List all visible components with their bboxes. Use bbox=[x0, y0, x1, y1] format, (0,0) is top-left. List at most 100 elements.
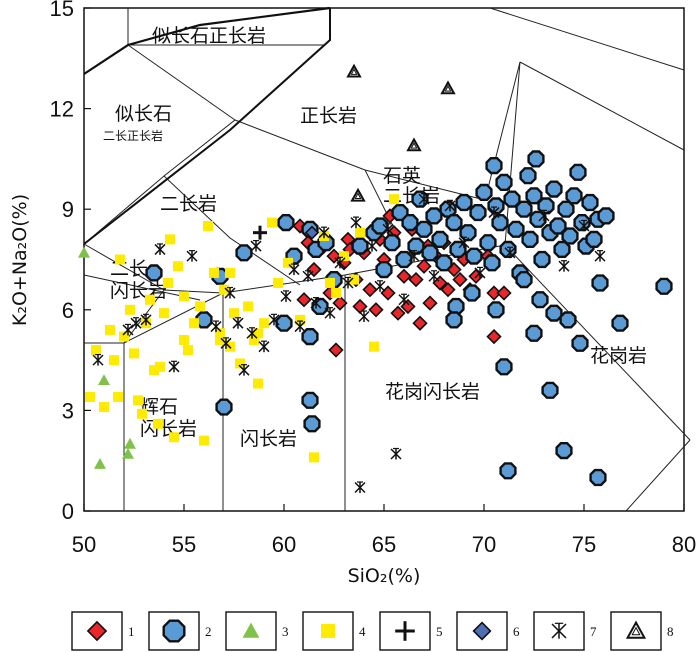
data-point bbox=[179, 334, 189, 345]
boundary-line bbox=[504, 244, 691, 441]
alkaline-boundary bbox=[83, 6, 331, 75]
field-label-foid-monzosyenite-small: 二长正长岩 bbox=[103, 128, 163, 143]
legend-marker bbox=[625, 620, 647, 639]
data-point bbox=[267, 217, 277, 228]
y-tick-label: 9 bbox=[62, 197, 74, 222]
data-point bbox=[519, 167, 537, 185]
data-point bbox=[504, 246, 516, 259]
data-point bbox=[382, 223, 394, 235]
data-point bbox=[585, 230, 603, 249]
data-point bbox=[78, 246, 90, 258]
x-tick-label: 80 bbox=[672, 532, 696, 557]
data-point bbox=[362, 282, 378, 298]
data-point bbox=[395, 250, 413, 269]
data-point bbox=[94, 458, 106, 469]
data-point bbox=[487, 301, 505, 319]
data-point bbox=[140, 313, 152, 326]
boundary-line bbox=[83, 175, 301, 286]
data-point bbox=[215, 398, 233, 416]
y-tick-label: 3 bbox=[62, 398, 74, 423]
data-point bbox=[594, 250, 606, 262]
data-point bbox=[163, 277, 173, 288]
data-point bbox=[531, 291, 549, 309]
data-point bbox=[235, 358, 245, 369]
boundary-line bbox=[127, 44, 236, 121]
field-label-diorite: 闪长岩 bbox=[240, 428, 297, 450]
data-point bbox=[294, 320, 306, 333]
data-point bbox=[366, 239, 378, 252]
x-tick-label: 50 bbox=[72, 532, 96, 557]
data-point bbox=[122, 447, 134, 459]
data-point bbox=[296, 292, 312, 308]
data-point bbox=[113, 391, 123, 402]
data-point bbox=[569, 163, 587, 181]
data-point bbox=[445, 311, 463, 329]
data-point bbox=[195, 301, 205, 312]
data-point bbox=[495, 173, 513, 192]
field-label-granite: 花岗岩 bbox=[590, 345, 647, 367]
y-tick-label: 12 bbox=[50, 97, 74, 122]
data-point bbox=[558, 260, 570, 272]
data-point bbox=[304, 225, 320, 240]
data-point bbox=[332, 295, 348, 311]
data-point bbox=[597, 207, 615, 225]
data-point bbox=[487, 197, 505, 215]
data-point bbox=[301, 328, 319, 346]
field-label-gabbrodiorite-1: 辉石 bbox=[140, 396, 178, 418]
data-point bbox=[589, 468, 607, 487]
data-point bbox=[92, 354, 104, 366]
data-point bbox=[125, 304, 135, 315]
legend-marker bbox=[86, 620, 108, 642]
data-point bbox=[452, 271, 468, 288]
data-point bbox=[129, 348, 139, 359]
data-point bbox=[275, 314, 293, 332]
data-point bbox=[368, 302, 384, 318]
data-point bbox=[401, 213, 419, 232]
x-axis-label: SiO₂(%) bbox=[348, 565, 421, 587]
legend-label: 5 bbox=[436, 624, 443, 639]
boundary-line bbox=[484, 61, 521, 201]
data-point bbox=[611, 314, 629, 332]
data-point bbox=[355, 227, 365, 238]
field-label-granodiorite: 花岗闪长岩 bbox=[385, 381, 480, 403]
data-point bbox=[463, 284, 481, 302]
data-point bbox=[458, 236, 470, 249]
data-point bbox=[408, 250, 420, 262]
data-point bbox=[396, 268, 412, 284]
boundary-line bbox=[489, 7, 685, 71]
data-point bbox=[533, 250, 551, 269]
legend-marker bbox=[551, 622, 567, 639]
data-point bbox=[199, 435, 209, 446]
data-point bbox=[342, 276, 354, 289]
data-point bbox=[486, 328, 502, 345]
x-axis-ticks: 50 55 60 65 70 75 80 bbox=[72, 504, 696, 557]
field-label-syenite: 正长岩 bbox=[300, 105, 357, 127]
data-point bbox=[258, 340, 270, 353]
data-point bbox=[358, 310, 370, 323]
data-point bbox=[350, 216, 362, 229]
data-point bbox=[415, 220, 433, 238]
data-point bbox=[133, 395, 143, 406]
data-point bbox=[246, 327, 258, 339]
data-point bbox=[273, 277, 283, 288]
y-tick-label: 6 bbox=[62, 298, 74, 323]
data-point bbox=[440, 80, 456, 95]
alkaline-boundary bbox=[83, 8, 331, 245]
data-point bbox=[545, 304, 563, 322]
legend: 1 2 3 4 5 6 7 8 bbox=[71, 611, 674, 651]
data-point bbox=[469, 203, 487, 222]
x-tick-label: 65 bbox=[372, 532, 396, 557]
data-point bbox=[499, 240, 517, 258]
data-points bbox=[78, 63, 673, 494]
data-point bbox=[571, 334, 589, 352]
y-tick-label: 0 bbox=[62, 499, 74, 524]
data-point bbox=[259, 318, 269, 329]
data-point bbox=[250, 239, 262, 252]
data-point bbox=[149, 365, 159, 376]
data-point bbox=[235, 244, 253, 262]
data-point bbox=[243, 301, 253, 312]
data-point bbox=[503, 190, 521, 208]
data-point bbox=[383, 234, 401, 252]
data-point bbox=[309, 452, 319, 463]
